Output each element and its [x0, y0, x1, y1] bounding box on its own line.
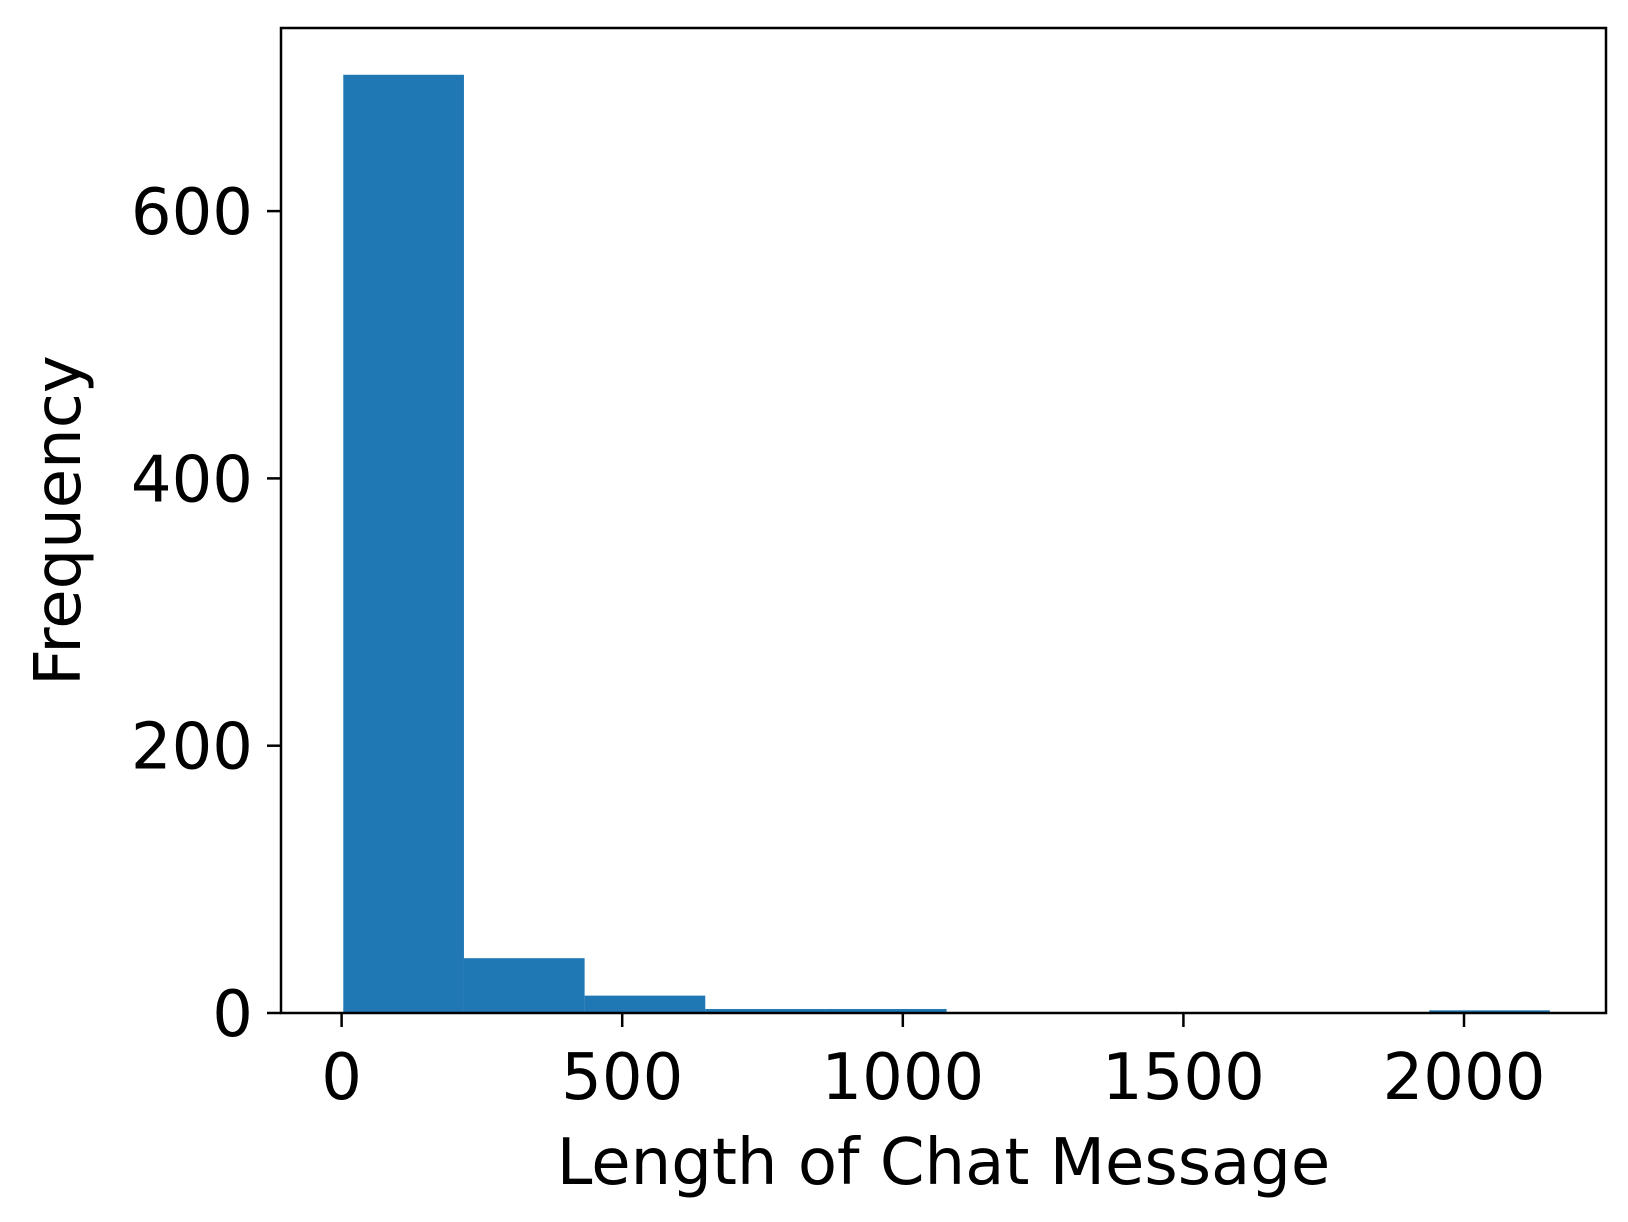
histogram-bar-0 — [343, 74, 464, 1014]
y-tick-label: 600 — [131, 176, 253, 250]
x-axis: 0 500 1000 1500 2000 — [321, 1013, 1545, 1115]
y-tick-label: 0 — [212, 978, 253, 1052]
plot-frame — [279, 26, 1608, 1015]
histogram-bar-4 — [825, 1008, 947, 1013]
y-tick-label: 400 — [131, 443, 253, 517]
y-tick-label: 200 — [131, 711, 253, 785]
y-axis: 0 200 400 600 — [131, 176, 281, 1052]
bars — [343, 74, 1550, 1014]
x-tick-label: 1000 — [821, 1041, 984, 1115]
histogram-bar-1 — [463, 958, 585, 1013]
histogram-bar-2 — [584, 995, 706, 1013]
x-tick-label: 500 — [561, 1041, 683, 1115]
y-axis-title: Frequency — [22, 355, 96, 686]
histogram-bar-9 — [1429, 1010, 1550, 1013]
x-axis-title: Length of Chat Message — [557, 1126, 1331, 1200]
x-tick-label: 0 — [321, 1041, 362, 1115]
x-tick-label: 1500 — [1102, 1041, 1265, 1115]
histogram-bar-3 — [705, 1008, 826, 1013]
x-tick-label: 2000 — [1383, 1041, 1546, 1115]
